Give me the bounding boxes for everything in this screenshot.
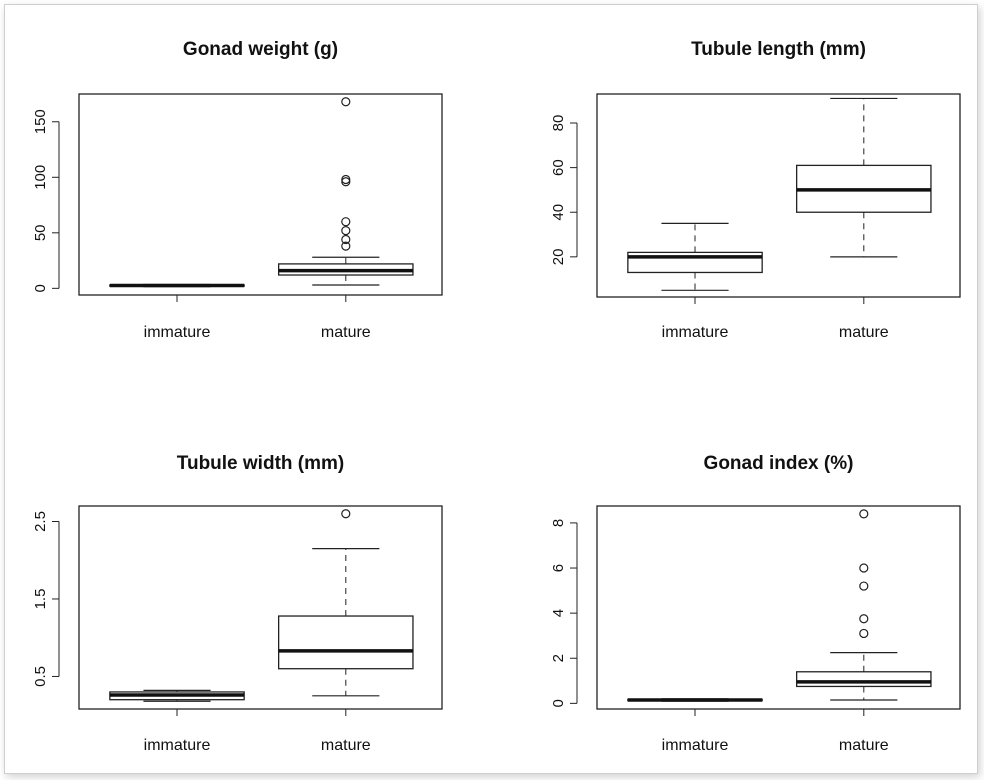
- box-mature: [796, 509, 932, 701]
- plot-area-border: [78, 93, 443, 296]
- outlier-point: [341, 217, 351, 227]
- y-tick-label: 60: [550, 159, 567, 176]
- chart-panel-1: Gonad weight (g) 0 50 100 150 immature mature: [32, 39, 443, 341]
- y-tick-label: 40: [550, 204, 567, 221]
- box-mature: [277, 509, 414, 697]
- x-category-label: immature: [662, 737, 729, 754]
- outlier-point: [859, 509, 869, 519]
- outlier-point: [859, 581, 869, 591]
- box-immature: [627, 222, 763, 291]
- y-tick-label: 80: [550, 115, 567, 132]
- y-tick-label: 8: [550, 519, 567, 527]
- y-tick-label: 1.5: [32, 589, 49, 610]
- box-immature: [109, 283, 245, 288]
- iqr-box: [277, 615, 414, 670]
- chart-title: Gonad index (%): [704, 453, 854, 474]
- x-category-label: immature: [144, 324, 211, 341]
- x-category-label: immature: [662, 324, 729, 341]
- box-mature: [796, 97, 932, 258]
- y-tick-label: 0: [550, 699, 567, 707]
- y-tick-label: 4: [550, 609, 567, 617]
- y-tick-label: 2: [550, 654, 567, 662]
- outlier-point: [859, 563, 869, 573]
- x-category-label: mature: [321, 324, 371, 341]
- outlier-point: [341, 241, 351, 251]
- chart-panel-4: Gonad index (%) 0 2 4 6 8 immature mature: [550, 453, 961, 754]
- outlier-point: [859, 628, 869, 639]
- outlier-point: [341, 174, 351, 185]
- chart-panel-2: Tubule length (mm) 20 40 60 80 immature mature: [550, 39, 961, 341]
- box-immature: [109, 689, 245, 702]
- y-tick-label: 0: [32, 284, 49, 292]
- x-category-label: mature: [321, 737, 371, 754]
- chart-panel-3: Tubule width (mm) 0.5 1.5 2.5 immature mature: [32, 453, 443, 754]
- outlier-point: [341, 97, 351, 107]
- outlier-point: [341, 509, 351, 519]
- plot-area-border: [596, 505, 961, 710]
- y-tick-label: 0.5: [32, 666, 49, 687]
- figure-frame: Gonad weight (g) 0 50 100 150 immature mature T…: [4, 4, 978, 774]
- outlier-point: [859, 614, 869, 624]
- y-tick-label: 6: [550, 564, 567, 572]
- y-tick-label: 100: [32, 165, 49, 190]
- y-tick-label: 2.5: [32, 511, 49, 532]
- iqr-box: [796, 671, 932, 688]
- x-category-label: mature: [839, 324, 889, 341]
- plot-area-border: [596, 93, 961, 298]
- box-immature: [627, 698, 763, 702]
- chart-title: Gonad weight (g): [183, 39, 338, 60]
- y-tick-label: 50: [32, 224, 49, 241]
- chart-title: Tubule length (mm): [691, 39, 866, 60]
- y-tick-label: 20: [550, 249, 567, 266]
- chart-title: Tubule width (mm): [177, 453, 344, 474]
- outlier-point: [341, 234, 351, 245]
- outlier-point: [341, 225, 351, 236]
- x-category-label: immature: [144, 737, 211, 754]
- box-mature: [277, 97, 414, 286]
- plot-area-border: [78, 505, 443, 710]
- x-category-label: mature: [839, 737, 889, 754]
- y-tick-label: 150: [32, 109, 49, 134]
